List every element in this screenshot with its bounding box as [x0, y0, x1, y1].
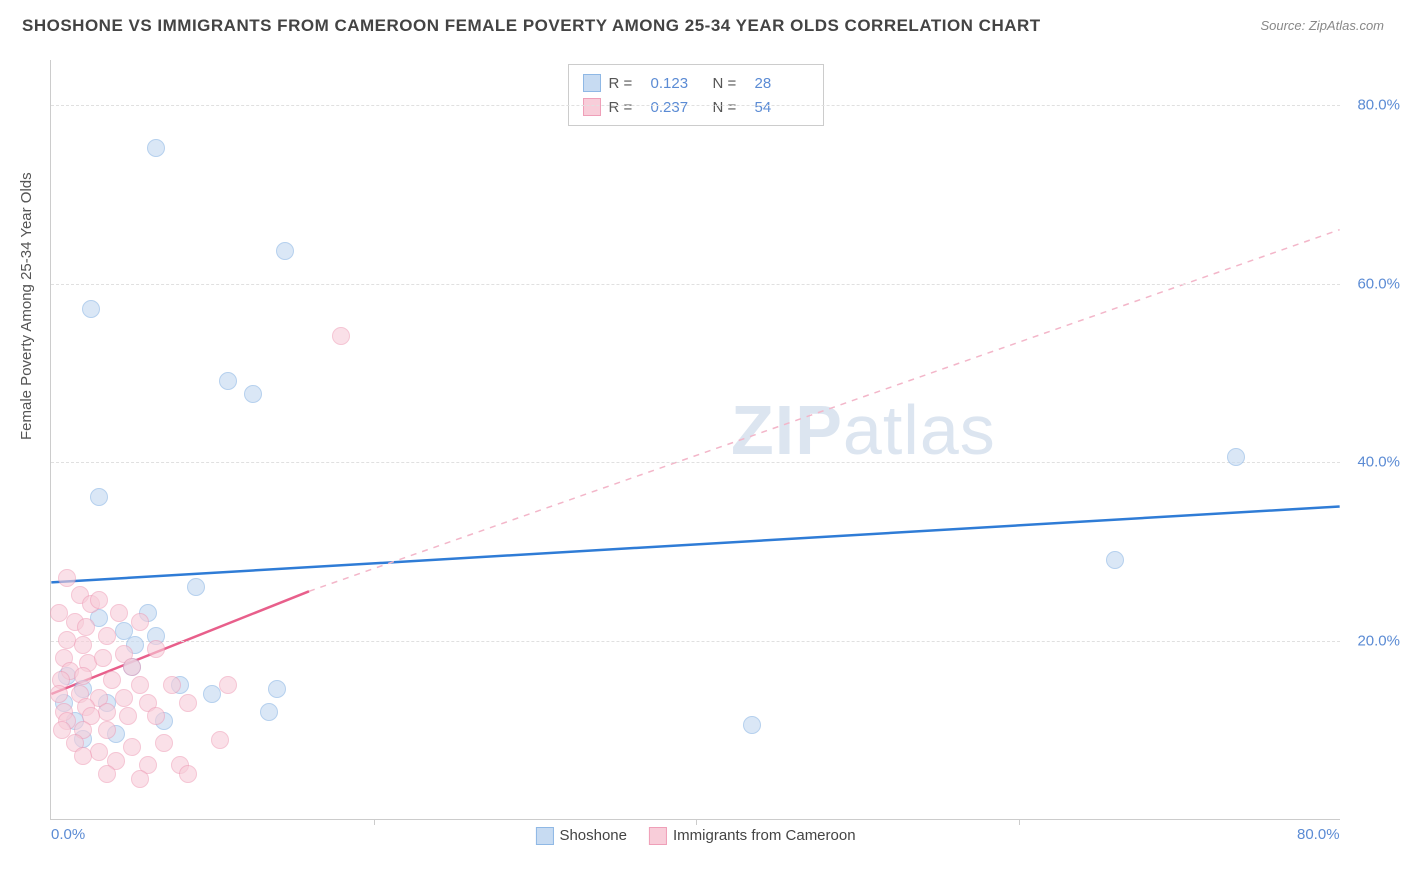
watermark-zip: ZIP	[731, 391, 843, 469]
data-point	[1106, 551, 1124, 569]
gridline	[51, 641, 1340, 642]
r-value: 0.123	[651, 75, 705, 92]
n-label: N =	[713, 99, 747, 116]
data-point	[332, 327, 350, 345]
x-tick	[374, 819, 375, 825]
n-value: 28	[755, 75, 809, 92]
data-point	[115, 689, 133, 707]
watermark-atlas: atlas	[843, 391, 996, 469]
source-label: Source: ZipAtlas.com	[1260, 18, 1384, 33]
plot-area: ZIPatlas R = 0.123 N = 28 R = 0.237 N = …	[50, 60, 1340, 820]
data-point	[98, 765, 116, 783]
legend-stat-row: R = 0.123 N = 28	[583, 71, 809, 95]
r-label: R =	[609, 75, 643, 92]
data-point	[77, 618, 95, 636]
legend-swatch	[583, 74, 601, 92]
data-point	[260, 703, 278, 721]
trend-lines	[51, 60, 1340, 819]
watermark: ZIPatlas	[731, 390, 996, 470]
y-tick-label: 40.0%	[1345, 454, 1400, 471]
x-tick-label: 0.0%	[51, 826, 85, 843]
x-tick	[1019, 819, 1020, 825]
data-point	[147, 707, 165, 725]
data-point	[163, 676, 181, 694]
legend-swatch	[535, 827, 553, 845]
data-point	[50, 685, 68, 703]
data-point	[123, 738, 141, 756]
gridline	[51, 462, 1340, 463]
legend-swatch	[649, 827, 667, 845]
chart-title: SHOSHONE VS IMMIGRANTS FROM CAMEROON FEM…	[22, 16, 1041, 36]
legend-stat-row: R = 0.237 N = 54	[583, 95, 809, 119]
data-point	[94, 649, 112, 667]
data-point	[131, 770, 149, 788]
legend-item: Immigrants from Cameroon	[649, 827, 856, 845]
legend-swatch	[583, 98, 601, 116]
data-point	[82, 300, 100, 318]
data-point	[119, 707, 137, 725]
y-tick-label: 80.0%	[1345, 96, 1400, 113]
data-point	[244, 385, 262, 403]
legend-stats: R = 0.123 N = 28 R = 0.237 N = 54	[568, 64, 824, 126]
data-point	[98, 721, 116, 739]
y-axis-label: Female Poverty Among 25-34 Year Olds	[18, 172, 35, 440]
y-tick-label: 20.0%	[1345, 633, 1400, 650]
data-point	[98, 627, 116, 645]
data-point	[74, 636, 92, 654]
data-point	[131, 613, 149, 631]
data-point	[147, 139, 165, 157]
x-tick-label: 80.0%	[1297, 826, 1340, 843]
data-point	[187, 578, 205, 596]
data-point	[268, 680, 286, 698]
data-point	[155, 734, 173, 752]
data-point	[90, 591, 108, 609]
data-point	[103, 671, 121, 689]
legend-label: Immigrants from Cameroon	[673, 827, 856, 844]
data-point	[219, 372, 237, 390]
data-point	[110, 604, 128, 622]
data-point	[98, 703, 116, 721]
n-label: N =	[713, 75, 747, 92]
data-point	[90, 488, 108, 506]
data-point	[58, 569, 76, 587]
data-point	[211, 731, 229, 749]
legend-item: Shoshone	[535, 827, 627, 845]
data-point	[58, 631, 76, 649]
data-point	[74, 747, 92, 765]
r-value: 0.237	[651, 99, 705, 116]
data-point	[179, 765, 197, 783]
x-tick	[696, 819, 697, 825]
data-point	[179, 694, 197, 712]
gridline	[51, 105, 1340, 106]
data-point	[123, 658, 141, 676]
data-point	[743, 716, 761, 734]
legend-label: Shoshone	[559, 827, 627, 844]
r-label: R =	[609, 99, 643, 116]
data-point	[276, 242, 294, 260]
data-point	[131, 676, 149, 694]
gridline	[51, 284, 1340, 285]
y-tick-label: 60.0%	[1345, 275, 1400, 292]
data-point	[147, 640, 165, 658]
data-point	[1227, 448, 1245, 466]
data-point	[74, 667, 92, 685]
legend-series: Shoshone Immigrants from Cameroon	[535, 827, 855, 845]
data-point	[219, 676, 237, 694]
n-value: 54	[755, 99, 809, 116]
data-point	[203, 685, 221, 703]
